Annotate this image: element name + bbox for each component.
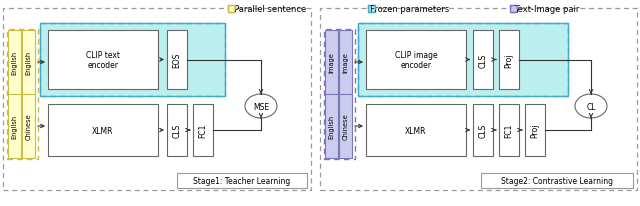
Text: Stage1: Teacher Learning: Stage1: Teacher Learning xyxy=(193,176,291,185)
Text: English: English xyxy=(26,51,31,75)
Bar xyxy=(481,173,633,188)
Text: Proj: Proj xyxy=(531,123,540,138)
Text: MSE: MSE xyxy=(253,102,269,111)
Bar xyxy=(368,6,375,12)
Bar xyxy=(7,30,38,159)
Bar xyxy=(339,95,352,158)
Bar xyxy=(167,104,187,156)
Text: English: English xyxy=(12,51,17,75)
Ellipse shape xyxy=(575,95,607,118)
Text: CLS: CLS xyxy=(479,123,488,137)
Text: CLIP text
encoder: CLIP text encoder xyxy=(86,50,120,70)
Text: Frozen parameters: Frozen parameters xyxy=(371,5,450,13)
Bar xyxy=(358,24,568,97)
Text: English: English xyxy=(328,114,335,138)
Bar xyxy=(40,24,225,97)
Text: Image: Image xyxy=(328,52,335,73)
Text: FC1: FC1 xyxy=(504,123,513,138)
Ellipse shape xyxy=(245,95,277,118)
Bar xyxy=(510,6,517,12)
Text: Text-Image pair: Text-Image pair xyxy=(515,5,580,13)
Text: Chinese: Chinese xyxy=(342,113,349,140)
Text: Parallel sentence: Parallel sentence xyxy=(234,5,306,13)
Text: XLMR: XLMR xyxy=(92,126,114,135)
Bar xyxy=(358,24,568,97)
Bar xyxy=(228,6,235,12)
Text: EOS: EOS xyxy=(173,53,182,68)
Bar xyxy=(22,95,35,158)
Text: Stage2: Contrastive Learning: Stage2: Contrastive Learning xyxy=(501,176,613,185)
Bar xyxy=(339,31,352,95)
Text: Image: Image xyxy=(342,52,349,73)
Bar xyxy=(177,173,307,188)
Bar xyxy=(525,104,545,156)
Bar xyxy=(8,95,21,158)
Bar xyxy=(499,104,519,156)
Bar xyxy=(193,104,213,156)
Text: XLMR: XLMR xyxy=(405,126,427,135)
Bar xyxy=(40,24,225,97)
Bar xyxy=(228,6,235,12)
Bar xyxy=(368,6,375,12)
Bar xyxy=(473,104,493,156)
Bar xyxy=(473,31,493,90)
Bar xyxy=(48,31,158,90)
Text: CLS: CLS xyxy=(173,123,182,137)
Bar xyxy=(22,31,35,95)
Bar xyxy=(325,31,338,95)
Bar xyxy=(499,31,519,90)
Text: FC1: FC1 xyxy=(198,123,207,138)
Text: CLS: CLS xyxy=(479,53,488,67)
Bar xyxy=(167,31,187,90)
Bar xyxy=(48,104,158,156)
Bar xyxy=(366,31,466,90)
Bar xyxy=(3,9,311,190)
Text: Chinese: Chinese xyxy=(26,113,31,140)
Bar xyxy=(320,9,637,190)
Text: English: English xyxy=(12,114,17,138)
Bar xyxy=(325,95,338,158)
Text: CLIP image
encoder: CLIP image encoder xyxy=(395,50,437,70)
Text: Proj: Proj xyxy=(504,53,513,67)
Bar xyxy=(366,104,466,156)
Bar xyxy=(324,30,355,159)
Bar xyxy=(510,6,517,12)
Bar xyxy=(8,31,21,95)
Text: CL: CL xyxy=(586,102,596,111)
